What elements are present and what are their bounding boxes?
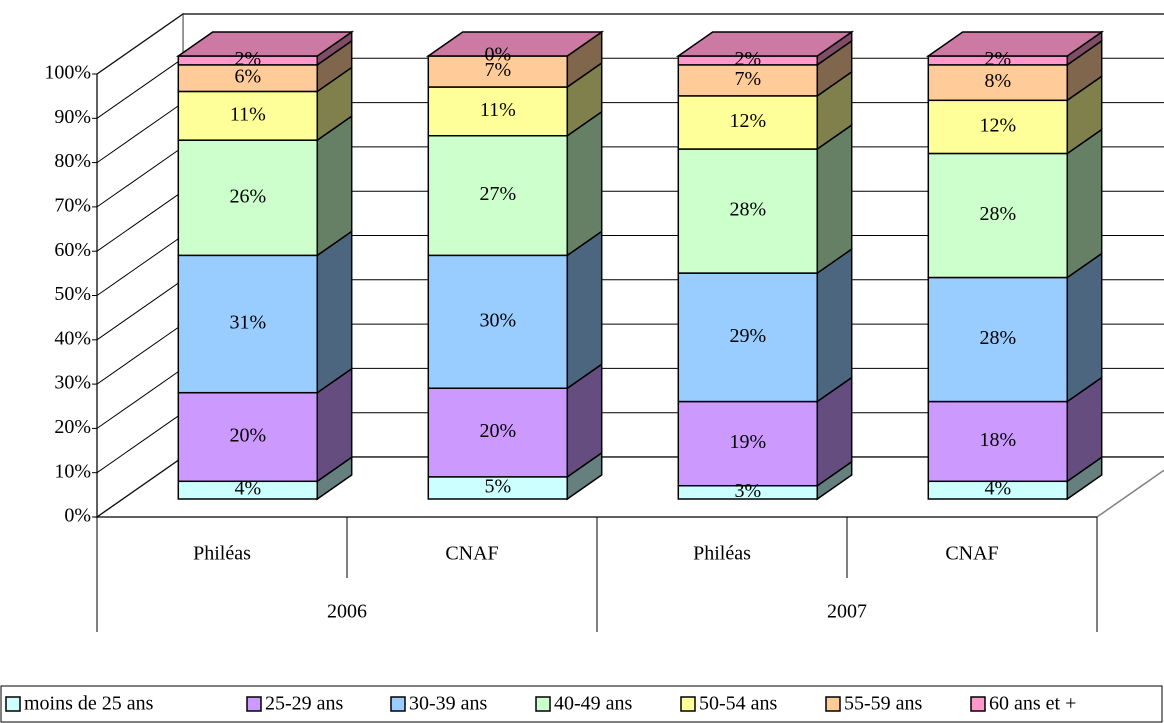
data-label: 2%	[734, 48, 761, 70]
y-tick-label: 20%	[54, 416, 91, 438]
bar-segment	[427, 387, 569, 478]
y-tick-label: 30%	[54, 372, 91, 394]
x-tick-label: CNAF	[945, 543, 998, 565]
data-label: 28%	[979, 203, 1016, 225]
grid-line	[96, 146, 184, 208]
data-label: 20%	[479, 420, 516, 442]
data-label: 30%	[479, 309, 516, 331]
data-label: 18%	[979, 429, 1016, 451]
group-label: 2007	[827, 601, 867, 623]
data-label: 27%	[479, 183, 516, 205]
grid-line	[96, 57, 184, 119]
bar-segment	[427, 254, 569, 389]
legend-label: moins de 25 ans	[24, 693, 154, 715]
data-label: 4%	[234, 478, 261, 500]
data-label: 2%	[234, 48, 261, 70]
legend-swatch	[246, 696, 262, 712]
data-label: 12%	[729, 110, 766, 132]
bar-segment	[427, 86, 569, 137]
bar-segment	[927, 99, 1069, 155]
grid-line	[96, 13, 184, 75]
bar-segment	[927, 400, 1069, 483]
grid-line	[96, 456, 184, 518]
data-label: 0%	[484, 44, 511, 66]
legend-label: 50-54 ans	[699, 693, 778, 715]
legend-label: 55-59 ans	[844, 693, 923, 715]
legend-box	[0, 685, 1163, 723]
y-tick-label: 50%	[54, 283, 91, 305]
grid-line	[96, 190, 184, 252]
legend-label: 60 ans et +	[989, 693, 1076, 715]
bar-top	[925, 31, 1105, 57]
data-label: 6%	[234, 66, 261, 88]
bar-side	[566, 110, 603, 257]
grid-line	[96, 279, 184, 341]
grid-line	[96, 367, 184, 429]
data-label: 19%	[729, 431, 766, 453]
bar-segment	[427, 134, 569, 257]
legend-label: 40-49 ans	[554, 693, 633, 715]
y-tick-label: 10%	[54, 460, 91, 482]
bar-side	[1066, 128, 1103, 279]
data-label: 11%	[230, 103, 266, 125]
legend-label: 25-29 ans	[265, 693, 344, 715]
data-label: 28%	[729, 199, 766, 221]
data-label: 12%	[979, 114, 1016, 136]
data-label: 2%	[984, 48, 1011, 70]
x-tick-label: Philéas	[193, 543, 251, 565]
bar-side	[816, 247, 853, 403]
bar-top	[675, 31, 855, 57]
data-label: 29%	[729, 325, 766, 347]
bar-segment	[677, 95, 819, 150]
data-label: 28%	[979, 327, 1016, 349]
bar-top	[175, 31, 355, 57]
data-label: 31%	[229, 312, 266, 334]
data-label: 26%	[229, 185, 266, 207]
bar-side	[316, 229, 353, 395]
bar-side	[566, 229, 603, 390]
legend-swatch	[5, 696, 21, 712]
bar-top	[425, 31, 605, 57]
legend-swatch	[535, 696, 551, 712]
legend-swatch	[390, 696, 406, 712]
data-label: 11%	[480, 99, 516, 121]
grid-line	[96, 235, 184, 296]
y-tick-label: 60%	[54, 239, 91, 261]
grid-line	[96, 323, 184, 385]
bar-segment	[927, 152, 1069, 279]
y-tick-label: 70%	[54, 194, 91, 216]
bar-segment	[177, 391, 319, 483]
y-tick-label: 90%	[54, 106, 91, 128]
y-tick-label: 40%	[54, 327, 91, 349]
legend-swatch	[680, 696, 696, 712]
data-label: 4%	[984, 478, 1011, 500]
grid-line	[96, 102, 184, 164]
y-tick-label: 100%	[44, 62, 91, 84]
data-label: 20%	[229, 425, 266, 447]
x-tick-label: CNAF	[445, 543, 498, 565]
bar-segment	[677, 64, 819, 97]
bar-segment	[177, 90, 319, 141]
bar-segment	[927, 276, 1069, 403]
bar-segment	[177, 139, 319, 257]
bar-side	[1066, 252, 1103, 403]
data-label: 7%	[734, 68, 761, 90]
x-tick-label: Philéas	[693, 543, 751, 565]
bar-side	[816, 123, 853, 275]
legend-label: 30-39 ans	[409, 693, 488, 715]
group-label: 2006	[327, 601, 367, 623]
data-label: 5%	[484, 476, 511, 498]
y-tick-label: 80%	[54, 150, 91, 172]
data-label: 8%	[984, 70, 1011, 92]
y-tick-label: 0%	[64, 505, 91, 527]
legend-swatch	[970, 696, 986, 712]
bar-segment	[677, 400, 819, 487]
data-label: 7%	[484, 59, 511, 81]
bar-segment	[177, 254, 319, 394]
legend-swatch	[825, 696, 841, 712]
grid-line	[96, 412, 184, 474]
data-label: 3%	[734, 480, 761, 502]
